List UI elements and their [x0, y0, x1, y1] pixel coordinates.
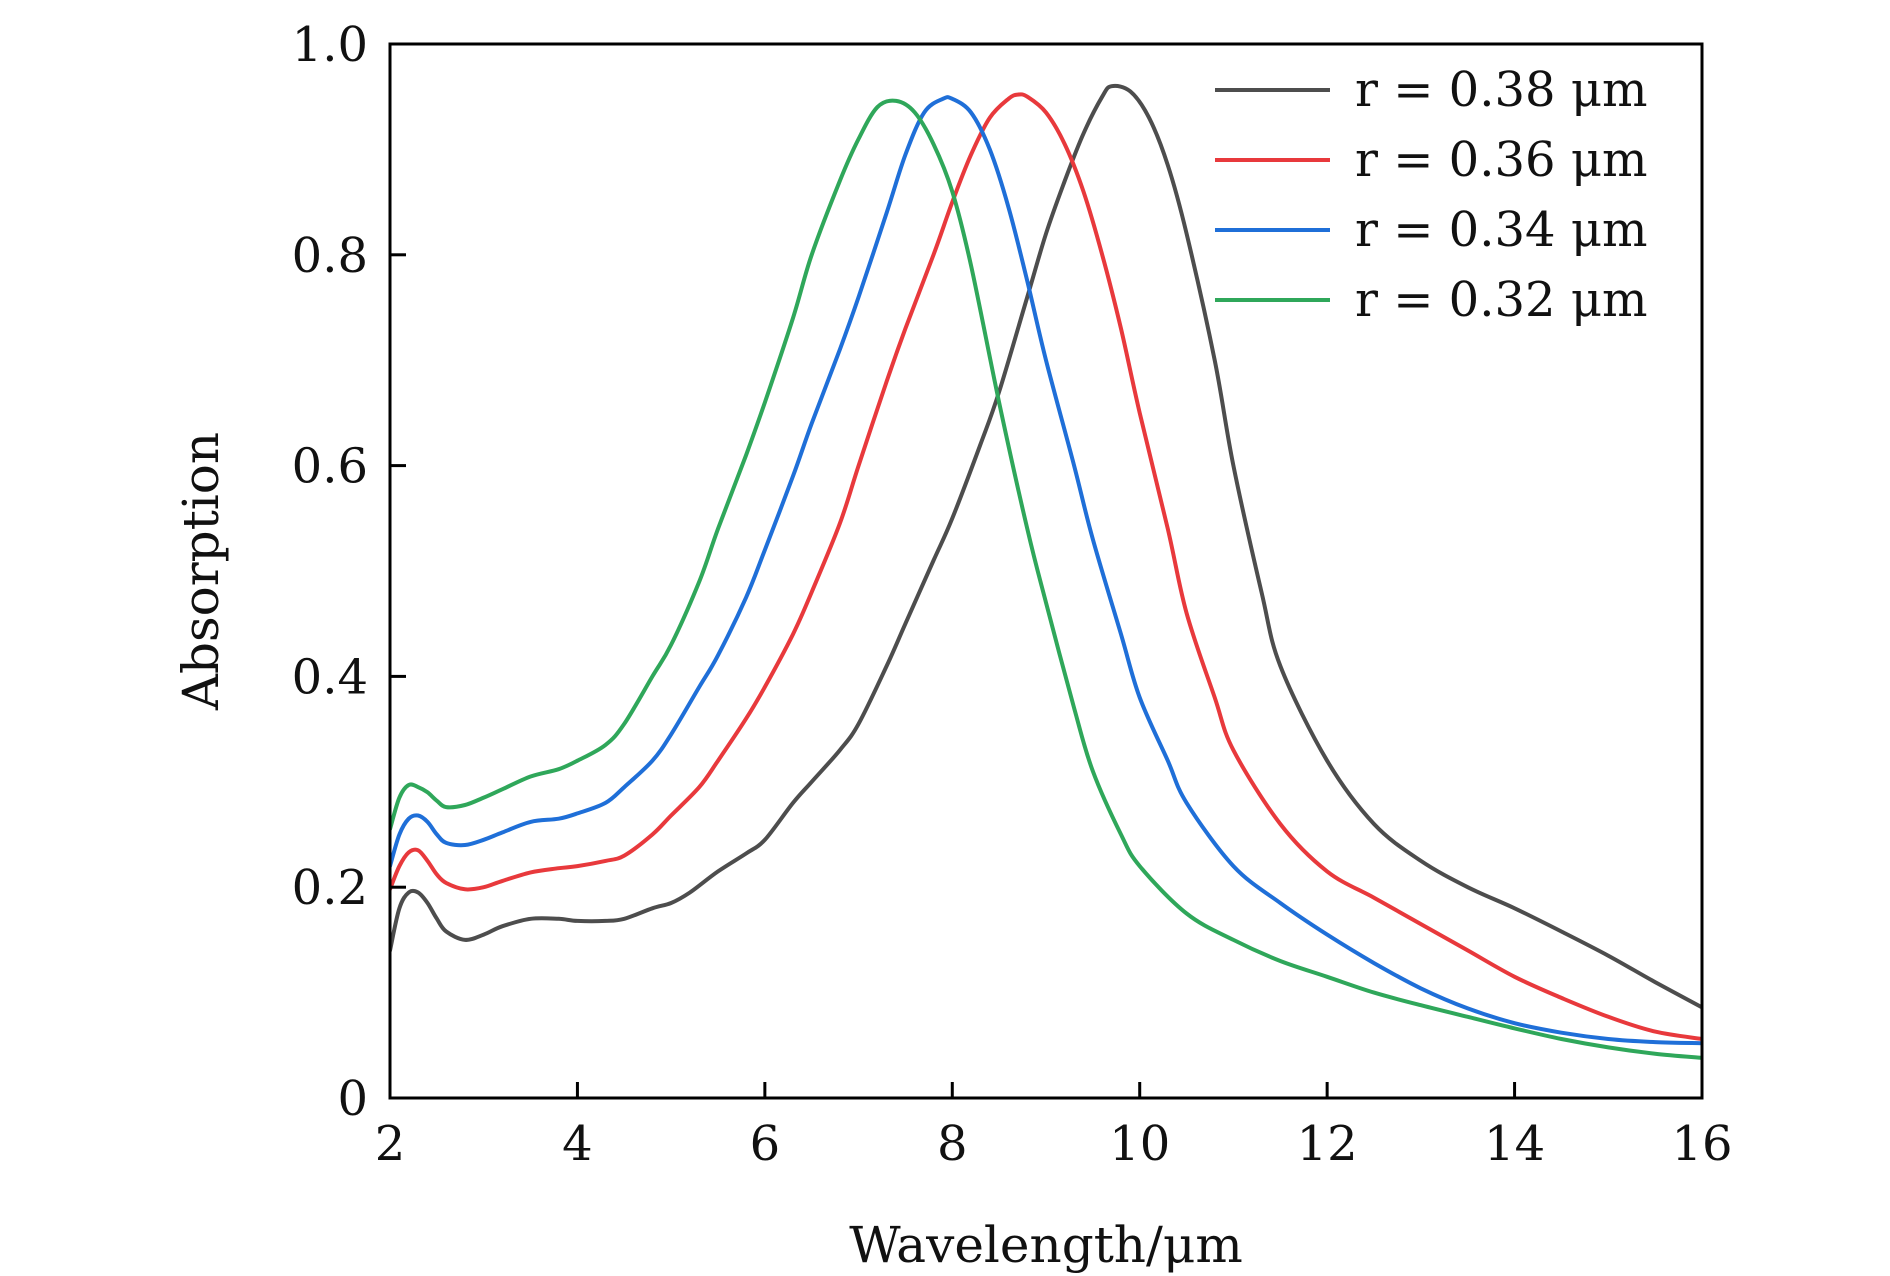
x-tick-label: 8 [937, 1116, 968, 1172]
series-layer [390, 83, 1702, 1060]
x-tick-label: 14 [1484, 1116, 1545, 1172]
legend-label-2: r = 0.36 μm [1355, 132, 1648, 188]
y-tick-label: 1.0 [292, 17, 368, 73]
y-tick-label: 0.8 [292, 228, 368, 284]
legend-label-1: r = 0.38 μm [1355, 62, 1648, 118]
x-tick-label: 10 [1109, 1116, 1170, 1172]
x-axis: 2 4 6 8 10 12 14 16 [375, 1082, 1733, 1172]
x-tick-label: 6 [750, 1116, 781, 1172]
plot-frame [388, 42, 1704, 1100]
legend: r = 0.38 μm r = 0.36 μm r = 0.34 μm r = 0.3… [1215, 62, 1648, 328]
x-tick-label: 4 [562, 1116, 593, 1172]
series-line-1 [390, 83, 1702, 1010]
y-axis: 0 0.2 0.4 0.6 0.8 1.0 [292, 17, 406, 1127]
legend-label-3: r = 0.34 μm [1355, 202, 1648, 258]
x-axis-title: Wavelength/μm [849, 1216, 1243, 1274]
y-axis-title: Absorption [172, 432, 230, 711]
series-line-2 [390, 92, 1702, 1041]
legend-label-4: r = 0.32 μm [1355, 272, 1648, 328]
x-tick-label: 2 [375, 1116, 406, 1172]
y-tick-label: 0.2 [292, 860, 368, 916]
y-tick-label: 0 [337, 1071, 368, 1127]
y-tick-label: 0.6 [292, 439, 368, 495]
y-tick-label: 0.4 [292, 649, 368, 705]
series-line-3 [390, 95, 1702, 1046]
series-line-4 [390, 98, 1702, 1060]
x-tick-label: 12 [1297, 1116, 1358, 1172]
x-tick-label: 16 [1671, 1116, 1732, 1172]
